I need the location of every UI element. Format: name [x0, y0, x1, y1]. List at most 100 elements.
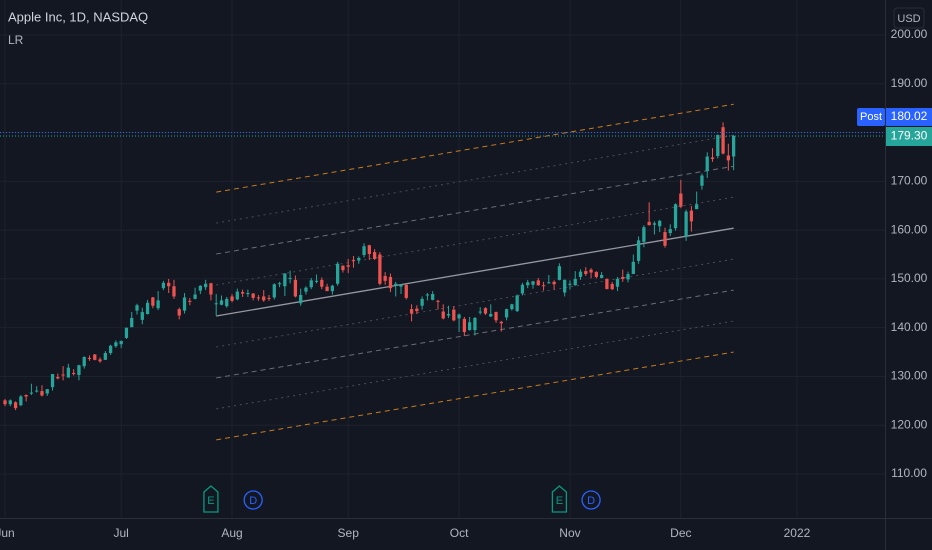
candle-body — [304, 287, 308, 292]
candle-body — [61, 374, 65, 376]
candle-body — [346, 265, 350, 267]
x-tick-label: Sep — [338, 526, 360, 540]
candle-body — [378, 254, 382, 284]
candle-body — [441, 311, 445, 319]
candle-body — [436, 300, 440, 302]
candle-body — [156, 300, 160, 309]
candle-body — [415, 308, 419, 312]
candle-body — [520, 284, 525, 294]
candle-body — [710, 157, 715, 159]
candle-body — [77, 365, 81, 375]
candle-body — [167, 282, 171, 287]
candle-body — [568, 283, 572, 285]
earnings-marker — [551, 485, 568, 513]
candle-body — [594, 272, 598, 277]
candle-body — [536, 280, 540, 286]
regression-line — [216, 227, 734, 317]
x-tick-label: Jul — [113, 526, 128, 540]
candle-body — [642, 227, 646, 242]
candle-body — [293, 279, 298, 297]
y-tick-label: 120.00 — [891, 417, 928, 431]
post-name: Post — [860, 111, 882, 123]
y-tick-label: 200.00 — [891, 27, 928, 41]
candle-body — [72, 373, 76, 375]
candle-body — [262, 296, 266, 301]
dividend-marker — [581, 490, 601, 510]
candle-body — [135, 305, 139, 311]
candle-body — [557, 266, 562, 280]
candle-body — [652, 223, 657, 225]
candle-body — [462, 318, 466, 333]
candle-body — [29, 392, 34, 394]
candle-body — [66, 367, 71, 378]
candle-body — [599, 274, 604, 278]
candle-body — [394, 283, 398, 286]
earnings-label: E — [207, 495, 214, 507]
candle-body — [314, 280, 319, 282]
candle-body — [251, 293, 255, 298]
candle-body — [161, 282, 166, 289]
candle-body — [420, 298, 424, 306]
candle-body — [452, 309, 456, 321]
candle-body — [446, 314, 451, 316]
candle-body — [515, 295, 519, 312]
candle-body — [679, 193, 683, 207]
candle-body — [56, 376, 60, 379]
candle-body — [45, 389, 49, 394]
candle-body — [388, 276, 393, 289]
post-price-label: 180.02 — [891, 109, 928, 123]
candle-body — [172, 286, 176, 297]
candle-body — [468, 322, 472, 331]
candle-body — [299, 294, 303, 304]
y-tick-label: 150.00 — [891, 271, 928, 285]
post-name-badge — [857, 107, 885, 126]
candle-body — [325, 286, 329, 292]
candle-body — [267, 297, 271, 299]
candle-body — [684, 211, 688, 237]
candle-body — [87, 357, 92, 359]
candle-body — [610, 283, 614, 290]
candle-body — [721, 127, 725, 154]
candle-body — [40, 391, 44, 396]
currency-box[interactable] — [893, 7, 925, 29]
candle-body — [209, 283, 213, 295]
candle-body — [605, 278, 609, 290]
candle-body — [108, 345, 113, 354]
candle-body — [563, 279, 567, 293]
candle-body — [240, 292, 245, 294]
candle-body — [478, 311, 482, 313]
candle-body — [552, 281, 556, 285]
candle-body — [320, 279, 324, 287]
candle-body — [35, 390, 39, 392]
candle-body — [182, 297, 187, 311]
candle-body — [24, 394, 28, 397]
candle-body — [673, 204, 678, 229]
candle-body — [341, 265, 345, 271]
candle-body — [589, 269, 593, 273]
y-tick-label: 190.00 — [891, 76, 928, 90]
candle-body — [93, 354, 97, 360]
chart-title: Apple Inc, 1D, NASDAQ — [8, 9, 148, 24]
candle-body — [140, 312, 144, 320]
candle-body — [494, 312, 498, 321]
y-tick-label: 130.00 — [891, 369, 928, 383]
candle-body — [256, 297, 261, 299]
candle-body — [431, 294, 435, 300]
candle-body — [351, 259, 356, 261]
y-tick-label: 170.00 — [891, 174, 928, 188]
candle-body — [103, 353, 107, 360]
candle-body — [425, 294, 430, 296]
candle-body — [526, 282, 530, 286]
candle-body — [357, 257, 361, 261]
currency-label[interactable]: USD — [897, 13, 920, 25]
candle-body — [82, 356, 86, 367]
x-tick-label: 2022 — [784, 526, 811, 540]
x-tick-label: Aug — [221, 526, 242, 540]
candle-body — [177, 309, 181, 316]
candle-body — [219, 300, 224, 305]
candle-body — [8, 400, 12, 405]
